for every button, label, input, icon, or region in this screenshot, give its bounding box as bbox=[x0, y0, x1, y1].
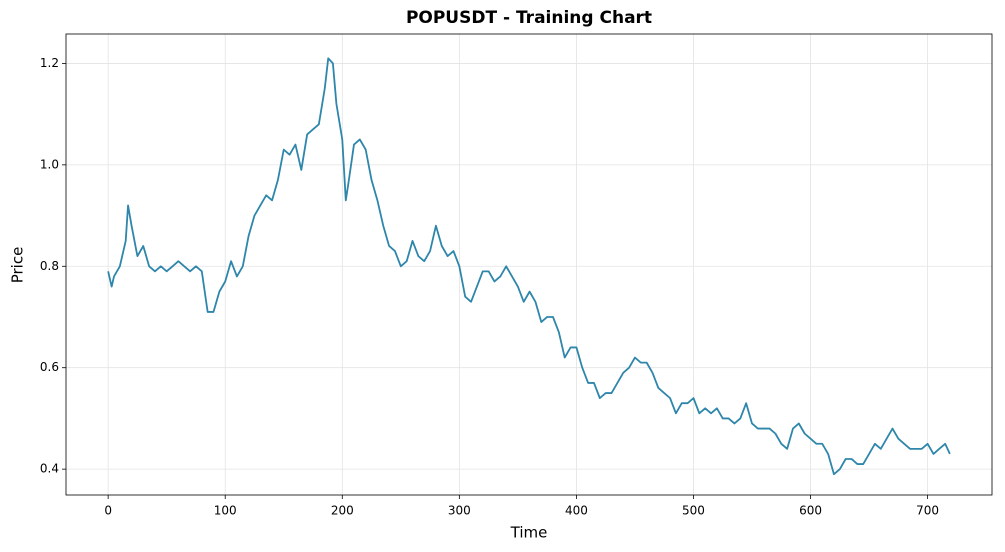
x-tick-label: 0 bbox=[104, 504, 112, 518]
x-tick-label: 200 bbox=[331, 504, 354, 518]
y-tick-label: 0.4 bbox=[40, 462, 59, 476]
x-axis-label: Time bbox=[510, 524, 548, 542]
x-tick-label: 500 bbox=[682, 504, 705, 518]
y-tick-label: 1.0 bbox=[40, 157, 59, 171]
x-tick-label: 700 bbox=[916, 504, 939, 518]
chart-title: POPUSDT - Training Chart bbox=[406, 8, 652, 28]
y-tick-label: 0.6 bbox=[40, 360, 59, 374]
x-tick-label: 400 bbox=[565, 504, 588, 518]
y-axis-label: Price bbox=[9, 247, 27, 284]
x-tick-label: 600 bbox=[799, 504, 822, 518]
y-tick-label: 1.2 bbox=[40, 56, 59, 70]
x-tick-label: 100 bbox=[214, 504, 237, 518]
price-line bbox=[107, 57, 951, 476]
y-tick-label: 0.8 bbox=[40, 259, 59, 273]
plot-frame bbox=[65, 33, 993, 496]
x-tick-label: 300 bbox=[448, 504, 471, 518]
